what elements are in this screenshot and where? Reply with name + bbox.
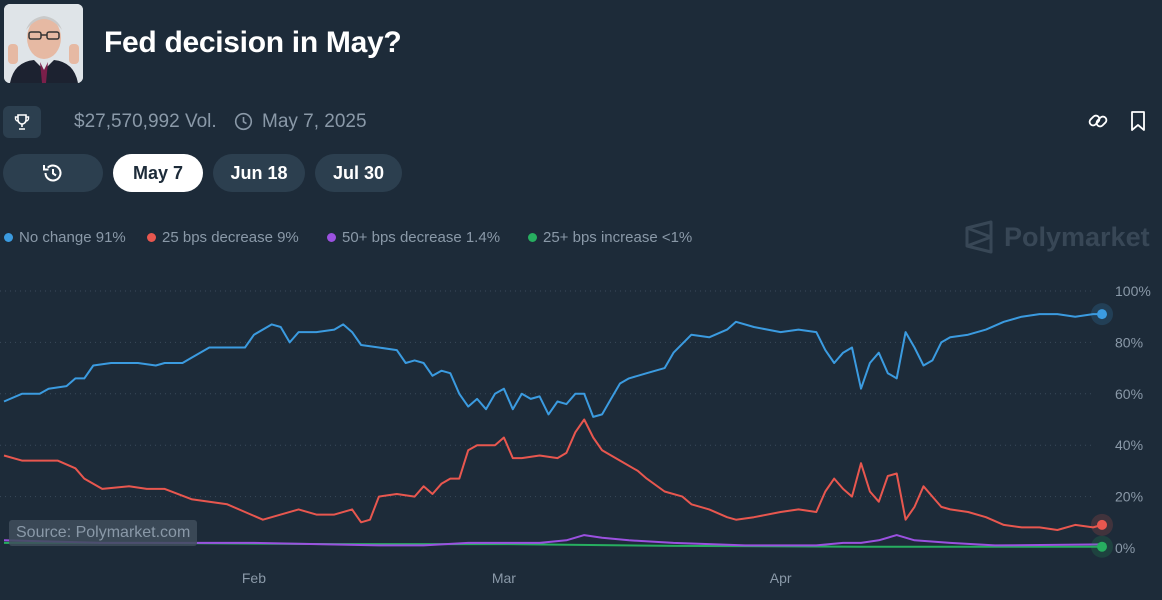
trophy-button[interactable] bbox=[3, 106, 41, 138]
volume-text: $27,570,992 Vol. bbox=[74, 111, 217, 132]
legend-label: 25+ bps increase <1% bbox=[543, 229, 693, 246]
end-marker bbox=[1097, 541, 1107, 552]
y-tick-label: 40% bbox=[1115, 437, 1143, 453]
bookmark-icon[interactable] bbox=[1128, 110, 1148, 132]
legend-dot bbox=[528, 233, 537, 242]
clock-icon bbox=[234, 112, 253, 131]
history-button[interactable] bbox=[3, 154, 103, 192]
y-tick-label: 20% bbox=[1115, 489, 1143, 505]
y-tick-label: 80% bbox=[1115, 334, 1143, 350]
probability-chart: 100% 80% 60% 40% 20% 0% Feb Mar Apr bbox=[0, 283, 1151, 586]
polymarket-icon bbox=[965, 220, 993, 254]
y-tick-label: 100% bbox=[1115, 283, 1151, 299]
market-avatar bbox=[4, 4, 83, 83]
end-date-text: May 7, 2025 bbox=[262, 111, 367, 132]
history-icon bbox=[43, 164, 62, 182]
legend-no-change: No change 91% bbox=[4, 229, 126, 246]
legend-dot bbox=[147, 233, 156, 242]
source-label: Source: Polymarket.com bbox=[9, 520, 198, 546]
x-tick-label: Feb bbox=[242, 570, 266, 586]
end-marker bbox=[1097, 519, 1107, 530]
market-title: Fed decision in May? bbox=[104, 26, 402, 59]
y-tick-label: 0% bbox=[1115, 540, 1135, 556]
x-tick-label: Mar bbox=[492, 570, 516, 586]
legend-dot bbox=[327, 233, 336, 242]
tab-may-7[interactable]: May 7 bbox=[113, 154, 203, 192]
link-icon[interactable] bbox=[1087, 110, 1109, 132]
polymarket-logo: Polymarket bbox=[964, 220, 1150, 254]
tab-jun-18[interactable]: Jun 18 bbox=[213, 154, 305, 192]
brand-text: Polymarket bbox=[1004, 221, 1150, 252]
trophy-icon bbox=[14, 114, 30, 130]
market-meta: $27,570,992 Vol. May 7, 2025 bbox=[0, 106, 1162, 138]
chart-legend: No change 91% 25 bps decrease 9% 50+ bps… bbox=[0, 229, 900, 249]
legend-label: 25 bps decrease 9% bbox=[162, 229, 299, 246]
legend-label: 50+ bps decrease 1.4% bbox=[342, 229, 501, 246]
series-line-50-bps-decrease bbox=[3, 534, 1103, 547]
end-marker bbox=[1097, 309, 1107, 320]
y-tick-label: 60% bbox=[1115, 386, 1143, 402]
legend-25bps-decrease: 25 bps decrease 9% bbox=[147, 229, 299, 246]
legend-50bps-decrease: 50+ bps decrease 1.4% bbox=[327, 229, 500, 246]
tab-jul-30[interactable]: Jul 30 bbox=[315, 154, 402, 192]
series-line-25-bps-decrease bbox=[3, 418, 1103, 531]
legend-25bps-increase: 25+ bps increase <1% bbox=[528, 229, 692, 246]
legend-dot bbox=[4, 233, 13, 242]
series-line-no-change bbox=[3, 313, 1102, 418]
x-tick-label: Apr bbox=[770, 570, 792, 586]
date-tabs: May 7 Jun 18 Jul 30 bbox=[0, 154, 1162, 192]
legend-label: No change 91% bbox=[19, 229, 126, 246]
